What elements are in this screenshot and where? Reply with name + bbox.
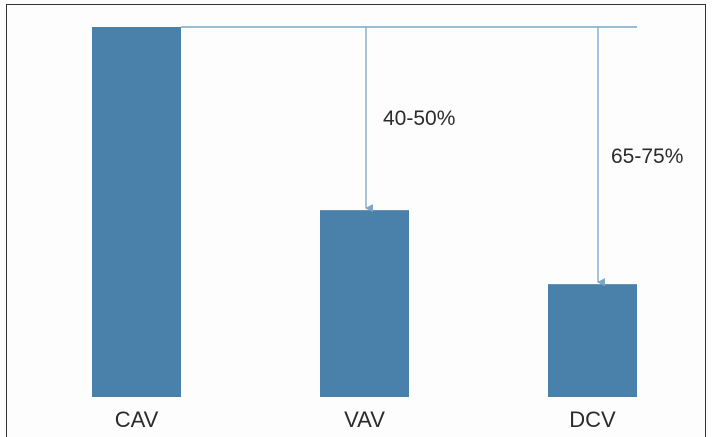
bar-dcv <box>548 284 637 397</box>
x-tick-label-cav: CAV <box>115 407 159 432</box>
x-tick-label-vav: VAV <box>344 407 385 432</box>
bar-vav <box>320 210 409 397</box>
annotation-lines-layer <box>181 26 637 287</box>
chart-frame <box>6 4 706 437</box>
bars-layer <box>92 27 637 397</box>
annotation-label-vav: 40-50% <box>383 107 455 130</box>
x-tick-label-dcv: DCV <box>569 407 616 432</box>
annotation-label-dcv: 65-75% <box>611 145 683 168</box>
bar-cav <box>92 27 181 397</box>
labels-layer: CAV VAV DCV 40-50% 65-75% <box>115 107 684 432</box>
